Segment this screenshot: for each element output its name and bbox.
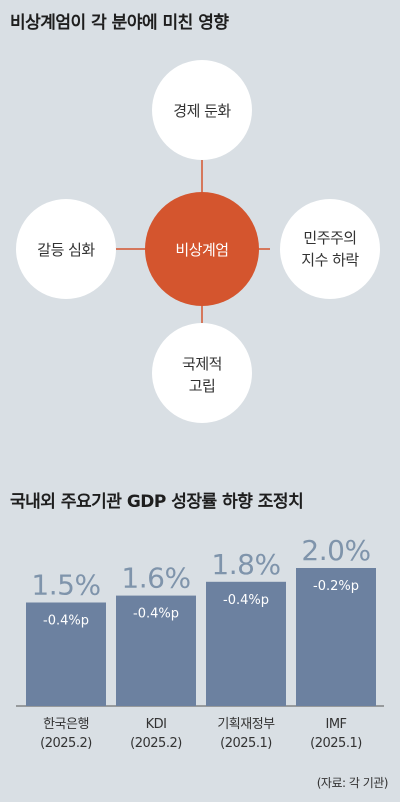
chart-title: 국내외 주요기관 GDP 성장률 하향 조정치 [10,492,304,512]
node-democracy-label-1: 민주주의 [303,229,356,247]
bar-change-label-2: -0.4%p [223,593,269,608]
node-democracy [280,199,380,299]
bar-value-label-2: 1.8% [211,548,280,581]
diagram-title: 비상계엄이 각 분야에 미친 영향 [10,13,229,33]
category-date-2: (2025.1) [220,736,272,751]
center-node [145,192,259,306]
bar-change-label-1: -0.4%p [133,607,179,622]
bar-change-label-3: -0.2%p [313,579,359,594]
category-date-1: (2025.2) [130,736,182,751]
category-date-0: (2025.2) [40,736,92,751]
bar-value-label-3: 2.0% [301,534,370,567]
node-economy [152,60,252,160]
node-isolation-label-1: 국제적 [182,355,222,373]
category-label-2: 기획재정부 [217,717,275,732]
category-label-0: 한국은행 [43,716,89,732]
category-label-1: KDI [146,717,167,732]
gdp-bar-chart: 1.5% -0.4%p 한국은행 (2025.2) 1.6% -0.4%p KDI (2025… [16,534,384,751]
bar-1 [116,595,196,706]
bar-2 [206,581,286,706]
category-date-3: (2025.1) [310,736,362,751]
source-note: (자료: 각 기관) [316,776,389,790]
bar-value-label-0: 1.5% [31,569,100,602]
bar-change-label-0: -0.4%p [43,614,89,629]
impact-diagram: 경제 둔화 갈등 심화 민주주의 지수 하락 국제적 고립 비상계엄 [16,60,380,423]
category-label-3: IMF [325,717,346,732]
center-node-label: 비상계엄 [175,241,228,259]
node-conflict-label: 갈등 심화 [37,241,95,259]
bar-3 [296,568,376,706]
node-isolation-label-2: 고립 [189,377,216,395]
bar-0 [26,602,106,706]
node-isolation [152,323,252,423]
bar-value-label-1: 1.6% [121,562,190,595]
node-democracy-label-2: 지수 하락 [301,251,359,269]
node-conflict [16,199,116,299]
node-economy-label: 경제 둔화 [173,102,231,120]
